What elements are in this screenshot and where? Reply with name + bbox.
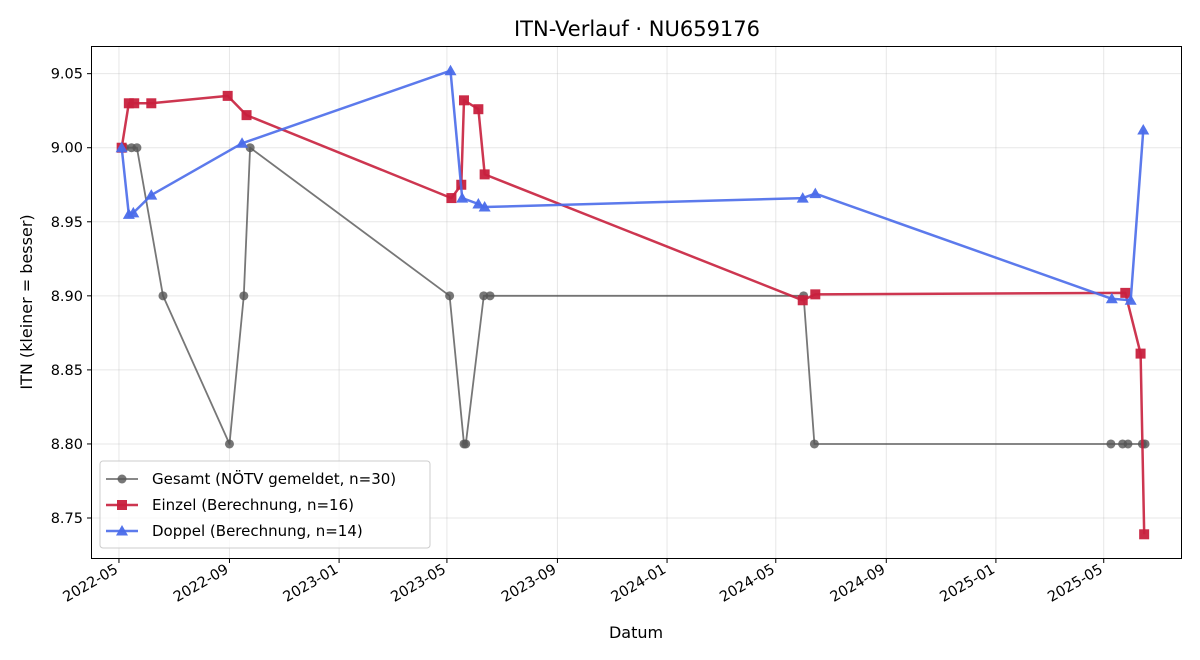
y-axis-label: ITN (kleiner = besser) [17,214,36,389]
x-tick-label: 2023-09 [499,562,559,606]
legend-marker [117,474,127,484]
x-tick-label: 2024-01 [609,562,669,606]
data-point [479,291,489,301]
data-point [809,439,819,449]
legend-item: Gesamt (NÖTV gemeldet, n=30) [106,469,396,488]
x-tick-label: 2022-09 [171,562,231,606]
data-point [127,206,140,218]
series-gesamt [119,143,1150,449]
data-point [1135,348,1146,359]
data-point [241,110,252,121]
data-point [146,98,157,109]
x-tick-label: 2023-05 [388,562,448,606]
data-point [129,98,140,109]
y-tick-label: 8.95 [51,215,83,231]
data-point [245,143,255,153]
data-point [456,192,469,203]
x-tick-label: 2025-01 [937,562,997,606]
data-point [479,169,490,180]
y-tick-label: 9.05 [51,67,83,83]
y-tick-label: 8.90 [51,289,83,305]
x-axis-label: Datum [609,623,663,642]
legend-label: Einzel (Berechnung, n=16) [152,496,354,514]
legend-item: Doppel (Berechnung, n=14) [106,522,363,540]
data-point [809,187,822,199]
data-point [446,193,457,204]
series-line [120,94,1146,535]
x-tick-label: 2023-01 [281,562,341,606]
data-point [797,295,808,306]
series-einzel [116,90,1150,540]
x-tick-label: 2024-05 [717,562,777,606]
data-point [1106,439,1116,449]
x-tick-label: 2025-05 [1045,562,1105,606]
series-doppel [115,64,1150,305]
series-layer [115,64,1150,540]
legend-box [99,460,431,549]
series-line [120,69,1145,302]
y-tick-label: 8.80 [51,437,83,453]
data-point [485,291,495,301]
y-tick-label: 8.75 [51,511,83,527]
y-tick-label: 8.85 [51,363,83,379]
x-tick-label: 2024-09 [828,562,888,606]
data-point [222,90,233,101]
data-point [458,95,469,106]
legend: Gesamt (NÖTV gemeldet, n=30) Einzel (Bere… [99,460,431,549]
data-point [472,198,485,209]
legend-item: Einzel (Berechnung, n=16) [106,496,354,514]
data-point [123,98,134,109]
data-point [444,64,457,76]
legend-label: Doppel (Berechnung, n=14) [152,522,363,540]
data-point [1124,294,1137,305]
data-point [473,104,484,115]
data-point [145,189,158,200]
chart-title: ITN-Verlauf · NU659176 [514,17,760,41]
plot-frame [91,46,1182,559]
legend-marker [117,500,127,510]
data-point [1139,529,1150,540]
data-point [445,291,455,301]
data-point [461,439,471,449]
y-axis: 8.75 8.80 8.85 8.90 8.95 9.00 9.05 [51,67,92,527]
data-point [1120,287,1131,298]
data-point [1123,439,1133,449]
legend-marker [116,525,128,536]
data-point [132,143,142,153]
data-point [115,141,128,153]
x-tick-label: 2022-05 [60,562,120,606]
y-tick-label: 9.00 [51,141,83,157]
data-point [158,291,168,301]
data-point [796,192,809,203]
data-point [239,291,249,301]
data-point [1105,292,1118,304]
data-point [224,439,234,449]
x-axis: 2022-05 2022-09 2023-01 2023-05 2023-09 2024-… [60,558,1106,606]
data-point [810,289,821,300]
data-point [478,200,491,212]
data-point [236,137,249,148]
data-point [1137,123,1150,135]
legend-label: Gesamt (NÖTV gemeldet, n=30) [152,469,396,488]
